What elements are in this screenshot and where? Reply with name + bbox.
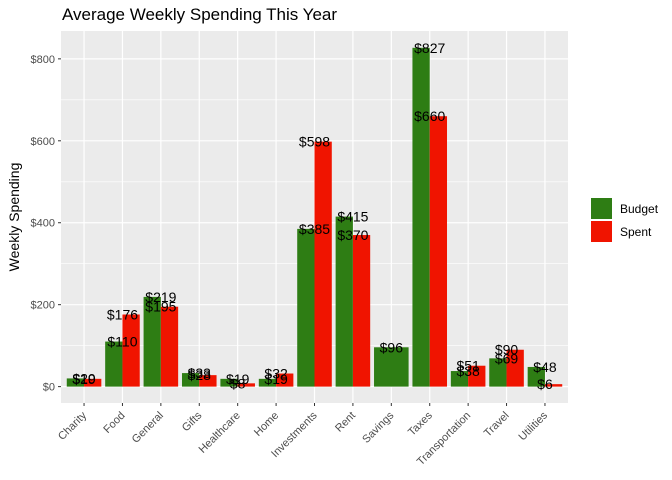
- y-tick-label: $800: [31, 54, 55, 66]
- data-label-spent: $176: [107, 307, 138, 323]
- y-tick-label: $200: [31, 300, 55, 312]
- bars-group: [66, 47, 563, 387]
- data-label-budget: $48: [533, 359, 557, 375]
- bar-spent: [276, 373, 294, 387]
- data-label-budget: $69: [495, 350, 519, 366]
- data-label-spent: $598: [299, 134, 330, 150]
- bar-budget: [335, 216, 353, 387]
- data-label-budget: $827: [414, 40, 445, 56]
- legend-key-spent: [591, 221, 612, 242]
- data-label-spent: $370: [337, 227, 368, 243]
- bar-spent: [84, 378, 102, 387]
- bar-budget: [258, 378, 277, 387]
- data-labels-group: $20 $110 $219 $33 $19 $19 $385 $415 $96 $827 $38 $6…: [72, 40, 556, 392]
- bar-spent: [468, 365, 486, 387]
- data-label-spent: $8: [230, 375, 246, 391]
- data-label-spent: $6: [537, 376, 553, 392]
- data-label-budget: $385: [299, 221, 330, 237]
- data-label-spent: $19: [72, 371, 96, 387]
- data-label-budget: $219: [145, 289, 176, 305]
- legend-label-budget: Budget: [620, 202, 659, 216]
- data-label-budget: $415: [337, 209, 368, 225]
- bar-spent: [429, 116, 448, 387]
- legend-key-budget: [591, 198, 612, 219]
- bar-budget: [489, 358, 507, 387]
- data-label-budget: $110: [107, 334, 137, 350]
- bar-spent: [199, 375, 217, 387]
- data-label-budget: $20: [72, 370, 96, 386]
- bar-budget: [66, 378, 85, 387]
- bar-budget: [181, 373, 200, 387]
- bar-budget: [450, 371, 469, 387]
- data-label-spent: $51: [456, 358, 480, 374]
- data-label-budget: $19: [264, 371, 288, 387]
- bar-budget: [527, 366, 545, 387]
- y-axis-title: Weekly Spending: [6, 163, 22, 272]
- bar-spent: [160, 306, 179, 387]
- y-tick-label: $600: [31, 136, 55, 148]
- data-label-budget: $96: [380, 339, 404, 355]
- bar-spent: [237, 383, 255, 387]
- bar-budget: [297, 228, 315, 387]
- bar-budget: [412, 47, 430, 387]
- y-tick-label: $0: [43, 382, 55, 394]
- data-label-spent: $32: [264, 366, 288, 382]
- bar-budget: [105, 341, 123, 387]
- data-label-spent: $90: [495, 342, 519, 358]
- legend-label-spent: Spent: [620, 225, 652, 239]
- bar-spent: [544, 384, 563, 387]
- data-label-budget: $33: [188, 365, 212, 381]
- bar-budget: [220, 378, 238, 387]
- y-tick-label: $400: [31, 218, 55, 230]
- bar-spent: [122, 314, 140, 387]
- y-axis: $0 $200 $400 $600 $800: [31, 54, 61, 394]
- bar-spent: [352, 235, 371, 387]
- data-label-budget: $38: [456, 363, 480, 379]
- data-label-spent: $195: [145, 299, 176, 315]
- bar-spent: [314, 141, 332, 387]
- data-label-spent: $28: [188, 367, 212, 383]
- legend: Budget Spent: [591, 198, 659, 242]
- bar-spent: [506, 349, 524, 387]
- chart-title: Average Weekly Spending This Year: [62, 5, 337, 24]
- data-label-budget: $19: [226, 371, 250, 387]
- bar-budget: [143, 296, 161, 387]
- bar-budget: [374, 347, 409, 387]
- data-label-spent: $660: [414, 108, 445, 124]
